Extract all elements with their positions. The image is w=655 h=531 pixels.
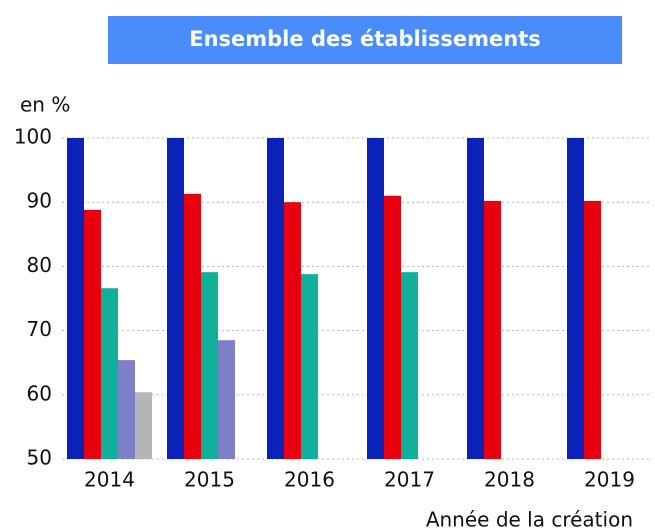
- title-box: [108, 16, 622, 64]
- bar: [367, 138, 384, 459]
- bar: [84, 209, 101, 459]
- bar: [284, 202, 301, 459]
- x-tick-label: 2018: [484, 468, 535, 492]
- chart-title: Ensemble des établissements: [189, 27, 541, 51]
- x-tick-label: 2017: [384, 468, 435, 492]
- bar: [584, 200, 601, 459]
- bar: [384, 195, 401, 459]
- bar: [484, 200, 501, 459]
- y-tick-label: 90: [27, 189, 52, 213]
- bar: [301, 274, 318, 459]
- bar: [401, 272, 418, 459]
- y-tick-label: 100: [14, 125, 52, 149]
- x-axis-label: Année de la création: [426, 508, 633, 531]
- x-tick-label: 2016: [284, 468, 335, 492]
- bar: [167, 138, 184, 459]
- x-tick-label: 2019: [584, 468, 635, 492]
- y-tick-label: 70: [27, 317, 52, 341]
- bar: [67, 138, 84, 459]
- bar: [267, 138, 284, 459]
- bar: [101, 288, 118, 459]
- y-tick-label: 60: [27, 381, 52, 405]
- bar: [135, 392, 152, 459]
- y-tick-label: 80: [27, 253, 52, 277]
- bar: [201, 272, 218, 459]
- bar: [218, 340, 235, 459]
- bar: [184, 193, 201, 459]
- bar: [567, 138, 584, 459]
- y-tick-label: 50: [27, 446, 52, 470]
- x-tick-label: 2015: [184, 468, 235, 492]
- x-tick-label: 2014: [84, 468, 135, 492]
- y-unit: en %: [20, 93, 70, 117]
- bar: [118, 360, 135, 459]
- bar: [467, 138, 484, 459]
